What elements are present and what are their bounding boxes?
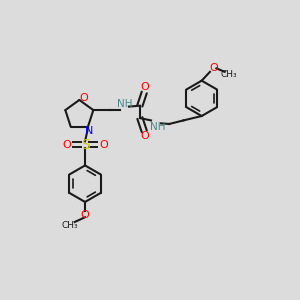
Text: O: O (140, 131, 148, 141)
Text: S: S (81, 138, 89, 152)
Text: CH₃: CH₃ (61, 221, 78, 230)
Text: CH₃: CH₃ (220, 70, 237, 79)
Text: O: O (99, 140, 108, 150)
Text: O: O (140, 82, 148, 92)
Text: O: O (80, 94, 88, 103)
Text: O: O (209, 63, 218, 73)
Text: NH: NH (117, 99, 133, 109)
Text: N: N (85, 126, 94, 136)
Text: O: O (62, 140, 71, 150)
Text: O: O (81, 210, 89, 220)
Text: NH: NH (150, 122, 166, 132)
